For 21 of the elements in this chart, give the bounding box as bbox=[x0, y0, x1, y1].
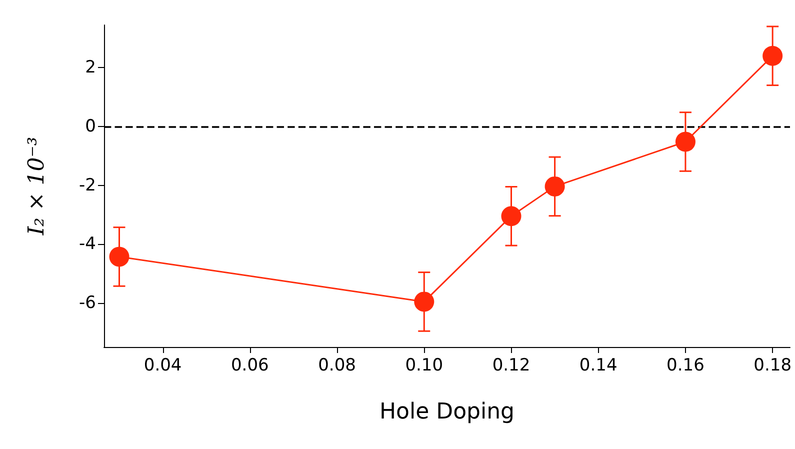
x-axis-title: Hole Doping bbox=[379, 400, 515, 424]
y-axis-title: I₂ × 10⁻³ bbox=[24, 136, 50, 236]
y-tick-label: -4 bbox=[79, 234, 96, 254]
point bbox=[501, 206, 522, 226]
y-tick-label: 0 bbox=[85, 116, 96, 136]
point bbox=[109, 246, 130, 267]
x-tick-label: 0.12 bbox=[492, 356, 530, 376]
point bbox=[675, 132, 696, 152]
point bbox=[544, 176, 565, 196]
x-tick-label: 0.16 bbox=[666, 356, 704, 376]
point bbox=[762, 46, 783, 66]
x-tick-label: 0.14 bbox=[579, 356, 618, 376]
x-tick-label: 0.06 bbox=[230, 356, 269, 376]
point bbox=[414, 292, 434, 312]
y-tick-label: -6 bbox=[79, 292, 96, 313]
x-tick-label: 0.10 bbox=[405, 356, 444, 376]
y-tick-label: 2 bbox=[85, 58, 96, 78]
x-tick-label: 0.08 bbox=[318, 356, 356, 376]
x-tick-label: 0.04 bbox=[144, 356, 182, 376]
x-tick-label: 0.18 bbox=[754, 356, 792, 376]
y-tick-label: -2 bbox=[79, 175, 96, 196]
